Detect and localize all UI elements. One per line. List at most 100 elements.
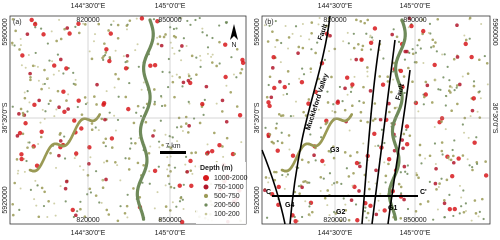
dot: [90, 128, 94, 131]
dot: [274, 46, 277, 49]
dot: [56, 89, 60, 93]
dot: [47, 102, 50, 105]
dot: [280, 141, 284, 145]
dot: [95, 103, 98, 106]
dot: [402, 132, 406, 136]
dot: [464, 38, 468, 42]
dot: [312, 153, 316, 158]
dot: [233, 152, 237, 156]
dot: [282, 84, 287, 90]
dot: [235, 47, 239, 51]
dot: [25, 32, 30, 36]
dot: [73, 151, 79, 156]
dot: [36, 65, 39, 68]
dot: [344, 203, 347, 206]
dot: [43, 117, 46, 120]
dot: [417, 38, 421, 42]
dot: [265, 95, 269, 99]
dot: [116, 164, 119, 167]
dot: [419, 47, 422, 50]
dot: [191, 172, 194, 175]
dot: [300, 185, 304, 190]
dot: [211, 53, 214, 56]
annotation: G1: [388, 205, 397, 212]
scale-label: 7 km: [165, 143, 180, 150]
dot: [382, 57, 385, 60]
dot: [206, 46, 210, 49]
dot: [46, 216, 49, 219]
dot: [462, 210, 466, 214]
dot: [316, 41, 319, 44]
dot: [125, 28, 128, 31]
dot: [372, 131, 377, 136]
dot: [103, 161, 106, 164]
dot: [342, 40, 345, 43]
dot: [139, 114, 143, 118]
dot: [175, 27, 178, 30]
dot: [184, 115, 188, 119]
dot: [309, 133, 312, 136]
dot: [135, 17, 138, 20]
dot: [408, 134, 412, 137]
dot: [63, 27, 66, 31]
dot: [62, 109, 67, 114]
dot: [357, 43, 360, 46]
dot: [180, 59, 183, 62]
dot: [325, 24, 328, 28]
left-label: 5960000: [2, 18, 9, 45]
dot: [149, 145, 152, 148]
dot: [411, 52, 415, 56]
dot: [83, 215, 87, 218]
dot: [104, 47, 109, 52]
dot: [65, 99, 68, 102]
dot: [130, 142, 133, 145]
dot: [188, 158, 193, 164]
dot: [168, 135, 171, 138]
dot: [370, 36, 374, 39]
dot: [434, 41, 437, 44]
dot: [14, 29, 17, 33]
dot: [184, 163, 187, 166]
dot: [280, 131, 283, 134]
dot: [349, 90, 353, 93]
dot: [169, 185, 173, 189]
dot: [425, 83, 430, 88]
dot: [178, 49, 181, 52]
dot: [468, 37, 471, 40]
dot: [379, 192, 382, 195]
dot: [157, 165, 160, 168]
dot: [374, 145, 377, 148]
dot: [448, 85, 452, 88]
dot: [44, 110, 47, 113]
dot: [290, 153, 296, 158]
dot: [21, 132, 25, 136]
dot: [433, 126, 436, 129]
dot: [58, 139, 63, 143]
dot: [271, 54, 276, 60]
dot: [284, 25, 287, 28]
dot: [377, 144, 380, 147]
dot: [186, 78, 191, 83]
dot: [182, 208, 185, 211]
panel-label: (b): [265, 19, 274, 26]
dot: [116, 219, 120, 223]
dot: [406, 172, 409, 175]
dot: [13, 181, 17, 185]
dot: [108, 31, 113, 36]
dot: [414, 100, 417, 103]
dot: [441, 53, 444, 56]
dot: [472, 84, 476, 88]
dot: [169, 209, 172, 212]
dot: [283, 187, 286, 190]
dot: [461, 154, 465, 157]
dot: [268, 24, 271, 27]
dot: [478, 90, 481, 93]
dot: [423, 95, 426, 99]
dot: [105, 159, 109, 163]
dot: [369, 48, 372, 51]
dot: [461, 123, 464, 126]
dot: [332, 103, 335, 106]
dot: [202, 113, 205, 116]
dot: [474, 212, 478, 215]
dot: [273, 170, 276, 174]
